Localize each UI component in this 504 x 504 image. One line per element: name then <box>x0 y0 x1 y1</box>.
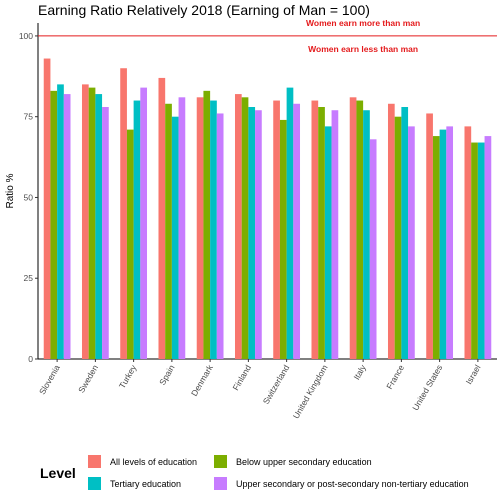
y-tick-label-75: 75 <box>24 112 34 122</box>
legend-label-below-upper-secondary-education: Below upper secondary education <box>236 457 372 467</box>
bar-sweden-upper-secondary-or-post-secondary-non-tertiary-education <box>102 107 109 359</box>
legend-key-below-upper-secondary-education <box>214 455 227 468</box>
bar-france-tertiary-education <box>401 107 409 359</box>
bar-slovenia-below-upper-secondary-education <box>50 90 58 359</box>
bar-spain-tertiary-education <box>171 116 179 359</box>
bar-israel-below-upper-secondary-education <box>471 142 478 359</box>
bar-switzerland-tertiary-education <box>286 87 294 359</box>
bar-france-below-upper-secondary-education <box>394 116 402 359</box>
bar-slovenia-tertiary-education <box>57 84 64 359</box>
bar-switzerland-below-upper-secondary-education <box>279 119 287 359</box>
bar-sweden-below-upper-secondary-education <box>88 87 96 359</box>
annotation-more: Women earn more than man <box>306 18 420 28</box>
x-tick-label-switzerland: Switzerland <box>261 363 292 406</box>
legend-key-tertiary-education <box>88 477 101 490</box>
bar-finland-tertiary-education <box>248 107 256 359</box>
x-tick-label-turkey: Turkey <box>117 362 139 390</box>
legend: Level All levels of education Tertiary ed… <box>40 455 469 490</box>
annotation-less: Women earn less than man <box>308 44 418 54</box>
bar-finland-upper-secondary-or-post-secondary-non-tertiary-education <box>255 110 262 359</box>
bar-turkey-below-upper-secondary-education <box>126 129 134 359</box>
y-tick-label-0: 0 <box>28 354 33 364</box>
legend-label-all-levels-of-education: All levels of education <box>110 457 197 467</box>
bar-denmark-all-levels-of-education <box>196 97 204 360</box>
chart-title: Earning Ratio Relatively 2018 (Earning o… <box>38 2 370 18</box>
bar-sweden-tertiary-education <box>95 94 103 360</box>
bar-italy-tertiary-education <box>363 110 370 359</box>
x-tick-label-israel: Israel <box>464 363 483 386</box>
bar-slovenia-all-levels-of-education <box>43 58 51 360</box>
bar-slovenia-upper-secondary-or-post-secondary-non-tertiary-education <box>63 94 71 360</box>
bar-united-states-upper-secondary-or-post-secondary-non-tertiary-education <box>446 126 454 359</box>
bar-turkey-tertiary-education <box>133 100 141 360</box>
legend-key-upper-secondary-or-post-secondary-non-tertiary-education <box>214 477 227 490</box>
x-tick-label-france: France <box>384 363 406 391</box>
legend-label-upper-secondary-or-post-secondary-non-tertiary-education: Upper secondary or post-secondary non-te… <box>236 479 469 489</box>
bar-france-upper-secondary-or-post-secondary-non-tertiary-education <box>408 126 415 359</box>
x-tick-label-finland: Finland <box>231 363 254 392</box>
bar-united-states-tertiary-education <box>439 129 447 359</box>
legend-title: Level <box>40 465 76 481</box>
bar-israel-tertiary-education <box>477 142 485 359</box>
y-tick-label-50: 50 <box>24 192 34 202</box>
bar-italy-below-upper-secondary-education <box>356 100 364 360</box>
bar-spain-all-levels-of-education <box>158 77 166 359</box>
legend-label-tertiary-education: Tertiary education <box>110 479 181 489</box>
y-tick-label-25: 25 <box>24 273 34 283</box>
bar-switzerland-all-levels-of-education <box>273 100 280 360</box>
x-tick-label-united-states: United States <box>410 363 444 412</box>
bar-united-kingdom-all-levels-of-education <box>311 100 319 360</box>
bar-denmark-upper-secondary-or-post-secondary-non-tertiary-education <box>216 113 224 359</box>
bar-denmark-tertiary-education <box>210 100 217 360</box>
x-tick-label-denmark: Denmark <box>189 362 215 398</box>
bar-france-all-levels-of-education <box>387 103 395 360</box>
x-tick-label-spain: Spain <box>157 363 177 387</box>
bar-united-kingdom-upper-secondary-or-post-secondary-non-tertiary-education <box>331 110 339 359</box>
x-tick-label-sweden: Sweden <box>76 363 100 395</box>
bar-israel-upper-secondary-or-post-secondary-non-tertiary-education <box>484 136 492 359</box>
legend-key-all-levels-of-education <box>88 455 101 468</box>
x-tick-label-united-kingdom: United Kingdom <box>291 363 330 420</box>
bar-united-states-below-upper-secondary-education <box>432 136 440 359</box>
bar-israel-all-levels-of-education <box>464 126 472 359</box>
bar-united-kingdom-tertiary-education <box>324 126 332 359</box>
bar-switzerland-upper-secondary-or-post-secondary-non-tertiary-education <box>293 103 301 360</box>
x-tick-label-italy: Italy <box>351 362 368 381</box>
bar-spain-below-upper-secondary-education <box>165 103 172 360</box>
y-axis-title: Ratio % <box>5 173 16 208</box>
bar-united-states-all-levels-of-education <box>426 113 433 359</box>
bar-united-kingdom-below-upper-secondary-education <box>318 107 325 359</box>
y-tick-label-100: 100 <box>19 31 33 41</box>
bar-spain-upper-secondary-or-post-secondary-non-tertiary-education <box>178 97 186 360</box>
bar-finland-all-levels-of-education <box>234 94 242 360</box>
bar-italy-all-levels-of-education <box>349 97 357 360</box>
bar-denmark-below-upper-secondary-education <box>203 90 211 359</box>
bar-italy-upper-secondary-or-post-secondary-non-tertiary-education <box>369 139 377 359</box>
bar-finland-below-upper-secondary-education <box>241 97 249 360</box>
plot-area: 0 25 50 75 100 Slovenia Sweden Turkey Spain Denma… <box>19 18 497 420</box>
bar-sweden-all-levels-of-education <box>81 84 89 359</box>
bar-turkey-upper-secondary-or-post-secondary-non-tertiary-education <box>140 87 148 359</box>
x-tick-label-slovenia: Slovenia <box>37 363 62 396</box>
bar-turkey-all-levels-of-education <box>120 68 127 359</box>
